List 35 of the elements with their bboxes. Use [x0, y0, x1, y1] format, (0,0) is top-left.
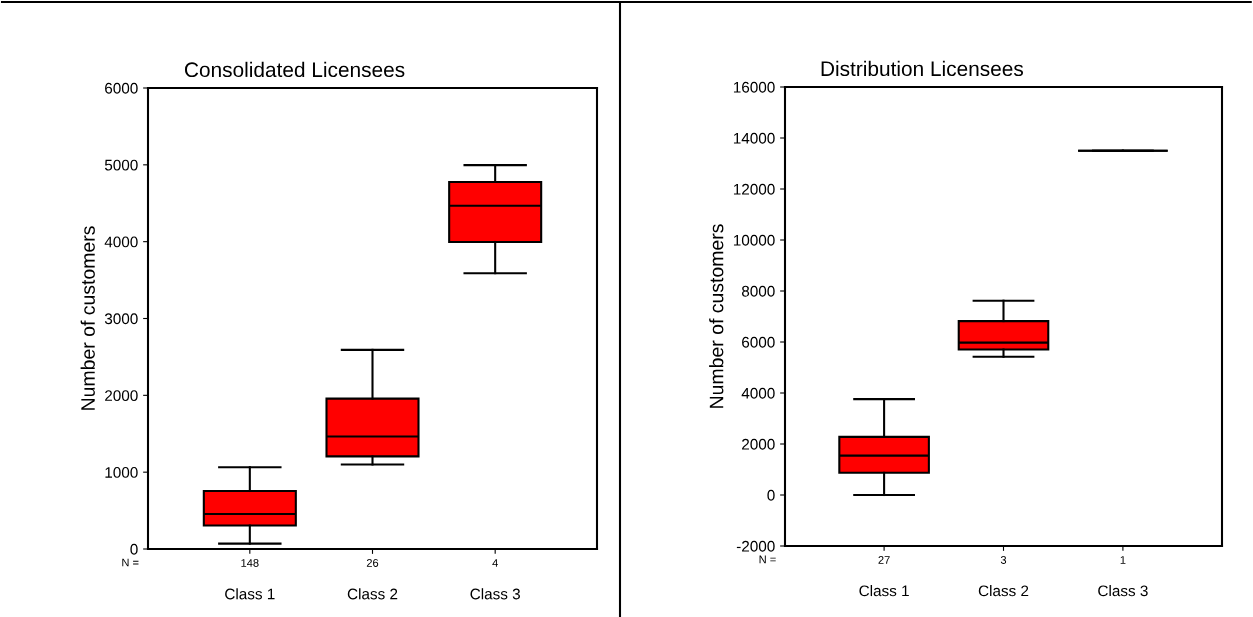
- text: N =: [759, 555, 776, 564]
- x-tick-label: Class 1: [225, 588, 275, 600]
- chart-title: Consolidated Licensees: [184, 61, 405, 78]
- text: 3: [1000, 556, 1007, 564]
- y-tick-label: 2000: [742, 438, 775, 450]
- x-tick-label: Class 2: [978, 585, 1029, 597]
- text: N =: [122, 558, 139, 567]
- y-axis-title: Number of customers: [80, 226, 95, 410]
- y-tick-label: 12000: [733, 183, 775, 195]
- text: 148: [241, 559, 259, 567]
- chart-title: Distribution Licensees: [821, 60, 1024, 77]
- y-tick-label: 10000: [733, 234, 775, 246]
- y-axis-title: Number of customers: [709, 224, 724, 408]
- y-tick-label: 6000: [742, 336, 775, 348]
- x-tick-label: Class 3: [470, 588, 520, 600]
- y-tick-label: 2000: [105, 390, 138, 402]
- y-tick-label: 8000: [741, 285, 775, 297]
- y-tick-label: -2000: [736, 540, 775, 552]
- y-tick-label: 0: [767, 489, 775, 501]
- y-tick-label: 6000: [105, 82, 138, 94]
- y-tick-label: 14000: [733, 132, 775, 144]
- y-tick-label: 3000: [104, 313, 138, 325]
- y-tick-label: 5000: [104, 159, 138, 171]
- text: 26: [366, 559, 379, 567]
- text: 27: [878, 556, 890, 564]
- y-tick-label: 4000: [104, 236, 138, 248]
- y-tick-label: 0: [130, 543, 138, 555]
- text: 4: [492, 559, 498, 567]
- y-tick-label: 4000: [741, 387, 775, 399]
- y-tick-label: 16000: [733, 81, 775, 93]
- x-tick-label: Class 3: [1098, 585, 1148, 597]
- y-tick-label: 1000: [105, 467, 138, 478]
- x-tick-label: Class 2: [347, 588, 398, 600]
- text: 1: [1120, 556, 1126, 564]
- x-tick-label: Class 1: [859, 585, 909, 597]
